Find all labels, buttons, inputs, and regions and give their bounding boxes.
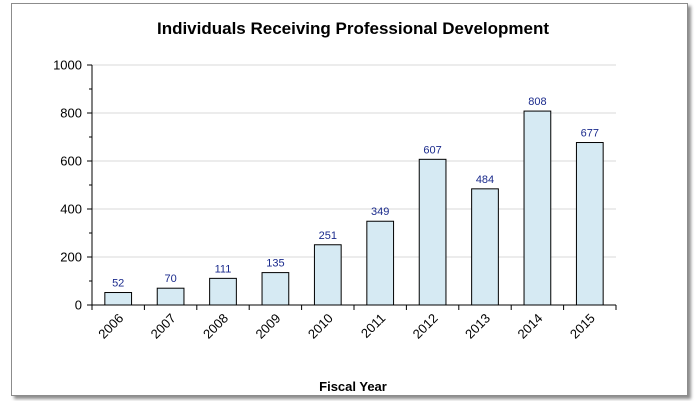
data-label: 677: [581, 128, 599, 140]
data-label: 135: [266, 258, 284, 270]
x-axis-title: Fiscal Year: [319, 379, 387, 394]
y-tick-label: 600: [60, 154, 82, 169]
x-tick-label: 2007: [148, 311, 179, 342]
y-axis: 0 200 400 600 800 1000: [53, 58, 93, 313]
data-label: 349: [371, 206, 389, 218]
bar: [261, 272, 290, 306]
x-tick-label: 2012: [410, 311, 441, 342]
chart-frame: [11, 3, 688, 396]
x-tick-label: 2006: [95, 311, 126, 342]
bar: [575, 142, 604, 306]
bar: [104, 292, 133, 306]
bar: [471, 188, 499, 306]
data-label: 70: [164, 273, 176, 285]
x-tick-label: 2015: [567, 311, 598, 342]
x-tick-label: 2010: [305, 311, 336, 342]
bar: [366, 220, 395, 306]
x-tick-label: 2013: [462, 311, 493, 342]
x-tick-label: 2014: [514, 311, 545, 342]
data-label: 251: [319, 230, 337, 242]
bar: [523, 110, 552, 306]
x-tick-label: 2011: [358, 311, 388, 341]
data-label: 607: [423, 144, 441, 156]
x-tick-label: 2008: [200, 311, 231, 342]
y-tick-label: 800: [60, 106, 82, 121]
bar: [418, 158, 447, 306]
y-tick-label: 0: [75, 298, 82, 313]
y-tick-label: 1000: [53, 58, 82, 73]
bar: [209, 277, 237, 306]
bar: [156, 287, 185, 306]
data-label: 484: [476, 174, 494, 186]
data-label: 808: [528, 96, 546, 108]
y-tick-label: 400: [60, 202, 82, 217]
chart-title: Individuals Receiving Professional Devel…: [157, 19, 549, 38]
data-label: 52: [112, 278, 124, 290]
data-label: 111: [215, 263, 232, 275]
bar: [313, 244, 342, 306]
x-axis: 2006 2007 2008 2009 2010 2011 2012 2013 2014 2015: [91, 304, 617, 342]
x-tick-label: 2009: [252, 311, 283, 342]
y-tick-label: 200: [60, 250, 82, 265]
bars: 52 70 111 135 251 349 607 484 808 677: [104, 96, 604, 306]
